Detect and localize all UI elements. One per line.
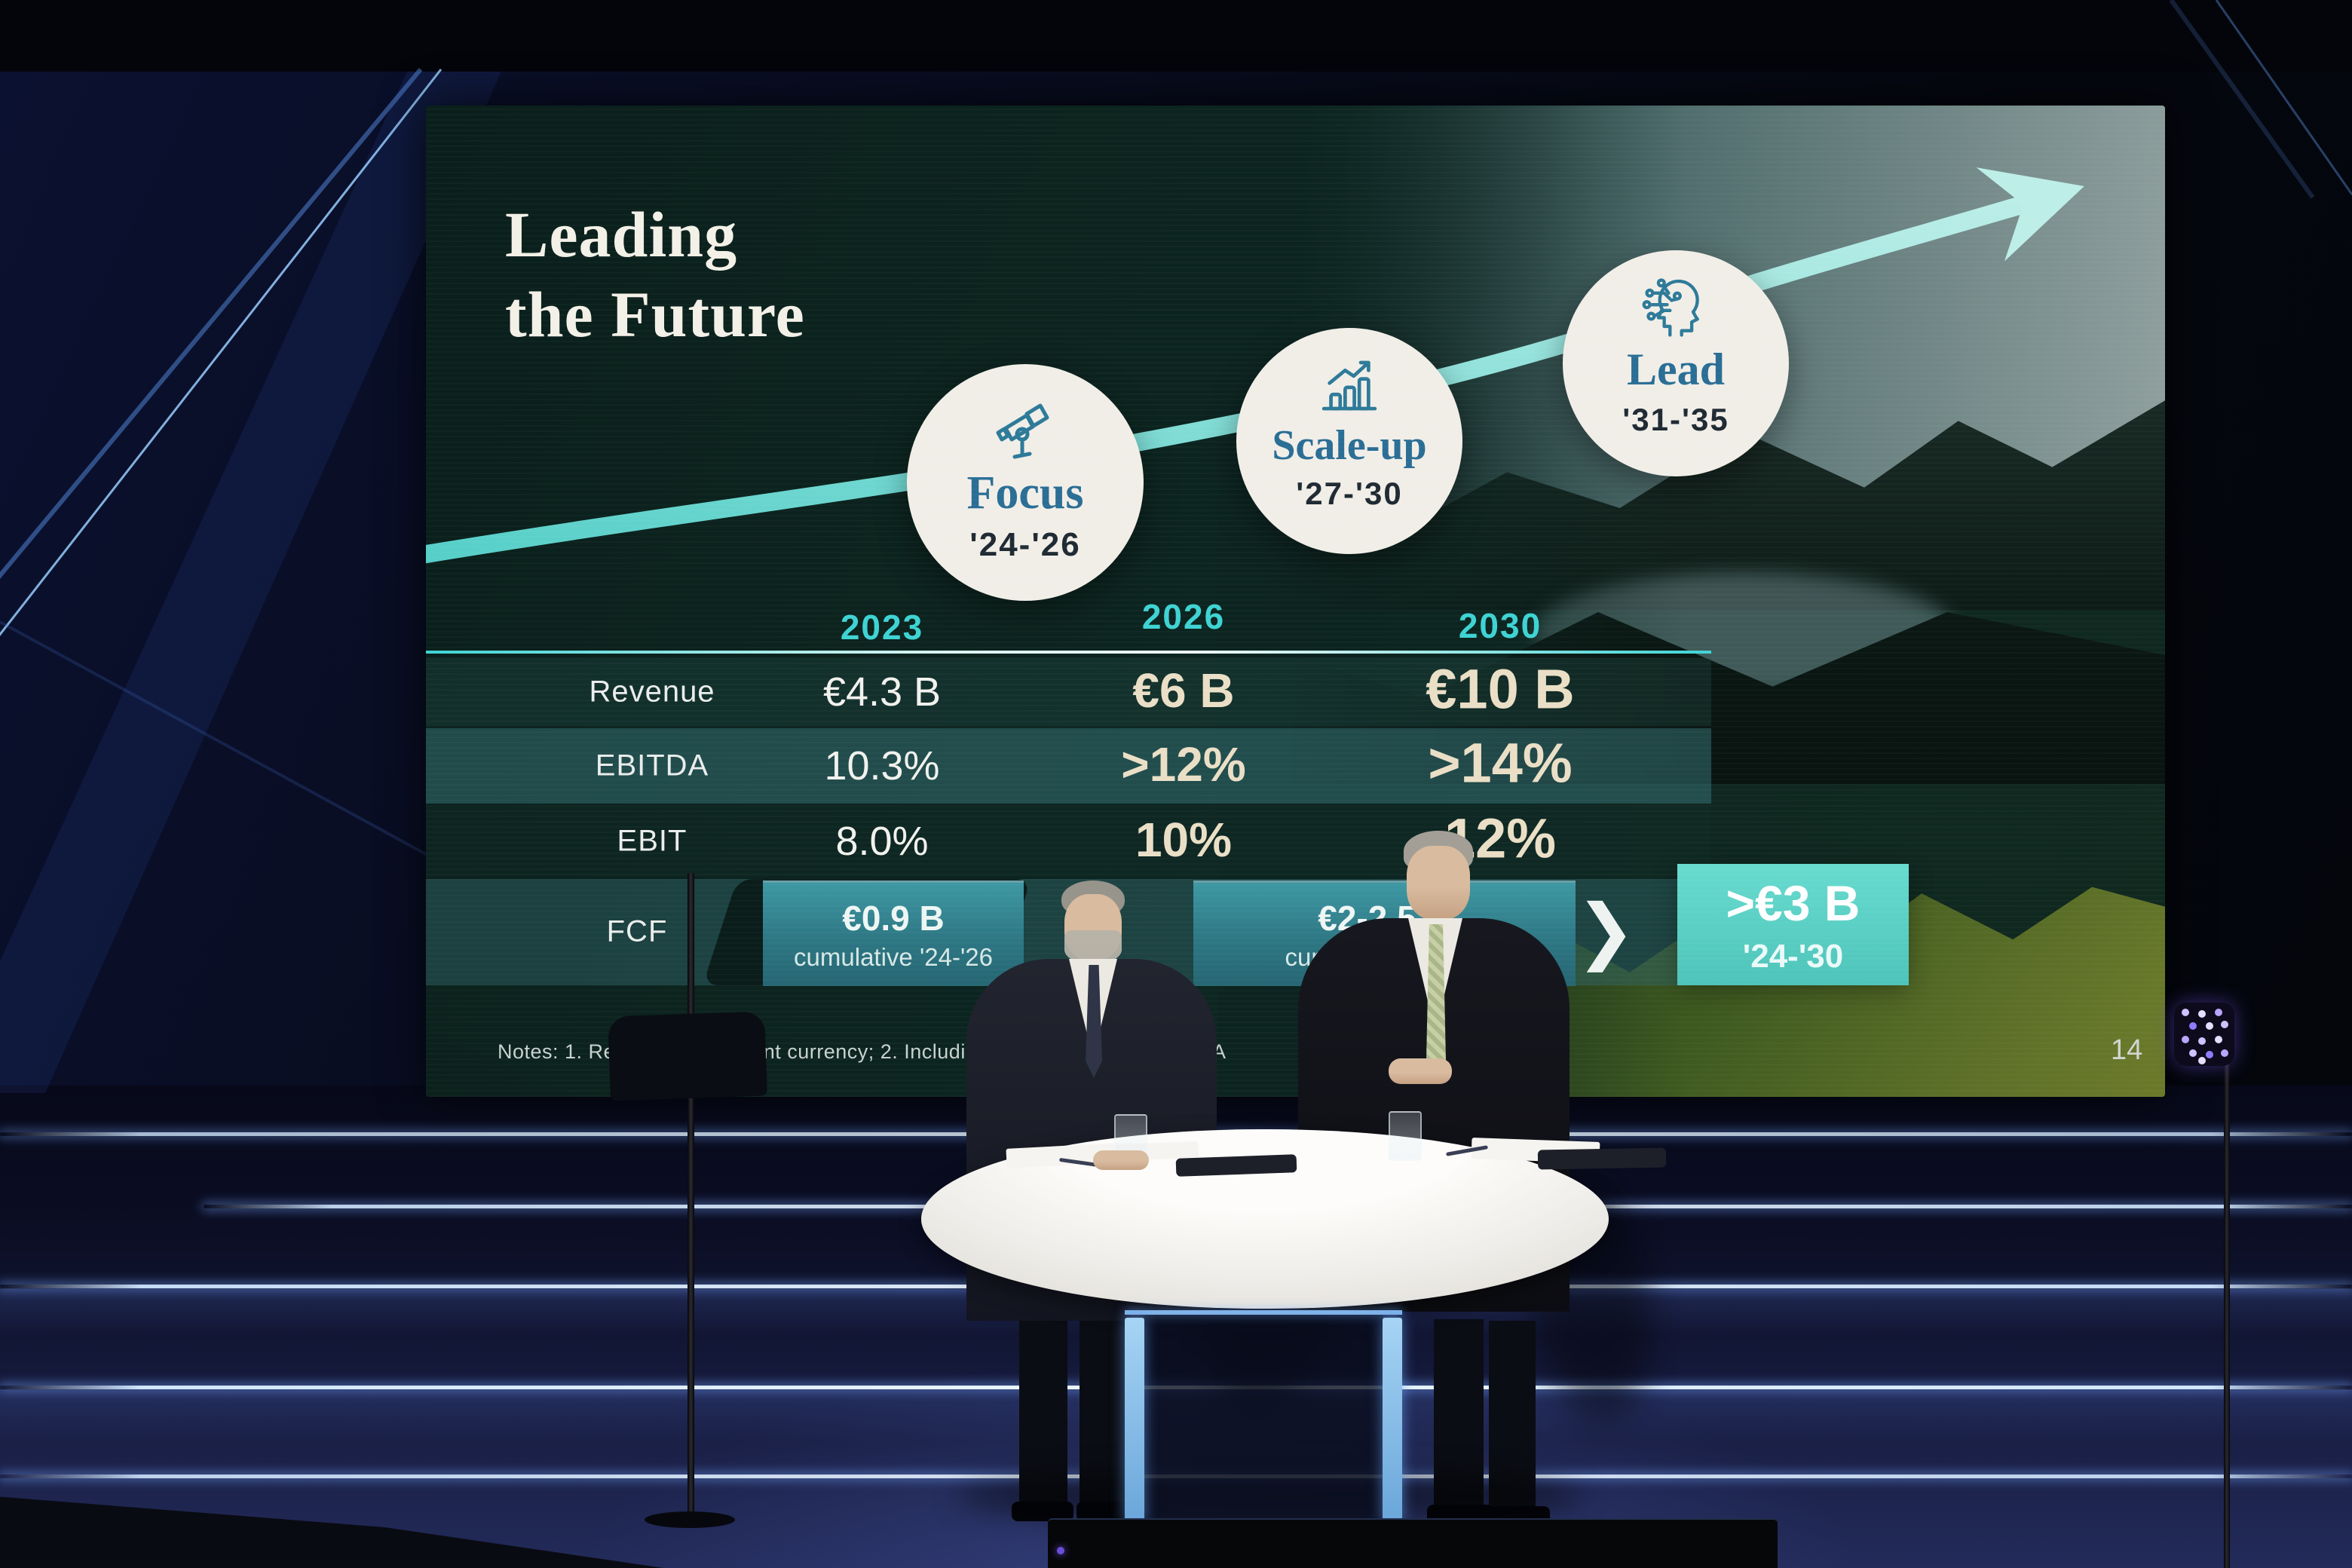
screen-scanlines bbox=[426, 106, 2165, 1097]
floor-console bbox=[1048, 1518, 1778, 1568]
beard bbox=[1064, 930, 1122, 963]
pedestal-led-right bbox=[1383, 1318, 1402, 1523]
telescope-icon bbox=[996, 403, 1049, 459]
leg bbox=[1489, 1321, 1536, 1509]
column-header-2026: 2026 bbox=[1142, 596, 1225, 637]
shoe bbox=[1012, 1502, 1073, 1521]
table-cell: €6 B bbox=[1132, 663, 1234, 718]
phase-years: '31-'35 bbox=[1622, 402, 1729, 438]
column-header-2030: 2030 bbox=[1459, 605, 1542, 646]
fcf-total-box: >€3 B '24-'30 bbox=[1677, 864, 1909, 985]
row-label: FCF bbox=[607, 915, 668, 949]
phase-years: '27-'30 bbox=[1296, 476, 1402, 512]
leg bbox=[1019, 1321, 1067, 1508]
phase-circle-lead: Lead '31-'35 bbox=[1563, 250, 1789, 476]
fcf-total-period: '24-'30 bbox=[1743, 938, 1843, 975]
table-cell: 10.3% bbox=[824, 743, 939, 789]
ai-head-icon bbox=[1642, 278, 1699, 337]
leg bbox=[1434, 1319, 1484, 1509]
leg bbox=[1080, 1321, 1128, 1508]
phase-circle-scale-up: Scale-up '27-'30 bbox=[1236, 328, 1462, 554]
row-band-ebit bbox=[426, 806, 1711, 877]
screen-vignette bbox=[426, 106, 2165, 1097]
phase-name: Focus bbox=[967, 467, 1084, 520]
row-label: Revenue bbox=[589, 675, 715, 709]
mic-stand-base bbox=[645, 1511, 735, 1528]
table-cell: 10% bbox=[1135, 812, 1232, 868]
purple-stage-light bbox=[2174, 1003, 2234, 1066]
tie bbox=[1426, 924, 1446, 1079]
phase-years: '24-'26 bbox=[969, 526, 1080, 564]
row-label: EBITDA bbox=[596, 749, 709, 783]
phase-circle-focus: Focus '24-'26 bbox=[907, 364, 1144, 601]
presentation-screen: Leading the Future Focus '24-'26 bbox=[426, 106, 2165, 1097]
console-led bbox=[1057, 1547, 1064, 1554]
pedestal-led-top bbox=[1125, 1310, 1402, 1315]
fcf-value: €0.9 B bbox=[842, 898, 945, 939]
row-band-revenue bbox=[426, 658, 1711, 726]
water-glass bbox=[1389, 1111, 1422, 1161]
page-number: 14 bbox=[2111, 1034, 2142, 1067]
column-header-2023: 2023 bbox=[841, 607, 923, 648]
hands-on-desk bbox=[1093, 1150, 1149, 1170]
table-header-rule bbox=[426, 651, 1711, 654]
slide-title-line1: Leading bbox=[505, 194, 805, 274]
hands-clasped bbox=[1389, 1058, 1452, 1084]
slide-title: Leading the Future bbox=[505, 194, 805, 354]
tablet bbox=[1537, 1147, 1667, 1170]
row-label: EBIT bbox=[617, 825, 688, 859]
table-cell: >14% bbox=[1428, 731, 1572, 795]
stage-monitor bbox=[608, 1011, 767, 1101]
table-cell: €10 B bbox=[1426, 657, 1574, 721]
face bbox=[1407, 846, 1470, 920]
desk-pedestal bbox=[1144, 1315, 1383, 1523]
chevron-right-icon: ❯ bbox=[1576, 890, 1636, 972]
pedestal-led-left bbox=[1125, 1318, 1144, 1523]
fcf-period: cumulative '24-'26 bbox=[794, 943, 993, 972]
fcf-box-2426: €0.9 B cumulative '24-'26 bbox=[763, 880, 1024, 986]
phase-name: Lead bbox=[1627, 344, 1725, 396]
row-band-ebitda bbox=[426, 728, 1711, 804]
growth-chart-icon bbox=[1321, 360, 1377, 411]
mic-stand-pole bbox=[2224, 1054, 2230, 1568]
fcf-total-value: >€3 B bbox=[1726, 874, 1860, 932]
led-dots bbox=[2182, 1009, 2189, 1016]
table-cell: >12% bbox=[1121, 737, 1245, 792]
phase-name: Scale-up bbox=[1272, 421, 1426, 470]
tie bbox=[1086, 965, 1102, 1078]
mic-stand-pole bbox=[688, 873, 694, 1521]
table-cell: 8.0% bbox=[835, 818, 928, 865]
table-cell: €4.3 B bbox=[823, 669, 941, 715]
slide-title-line2: the Future bbox=[505, 274, 805, 354]
